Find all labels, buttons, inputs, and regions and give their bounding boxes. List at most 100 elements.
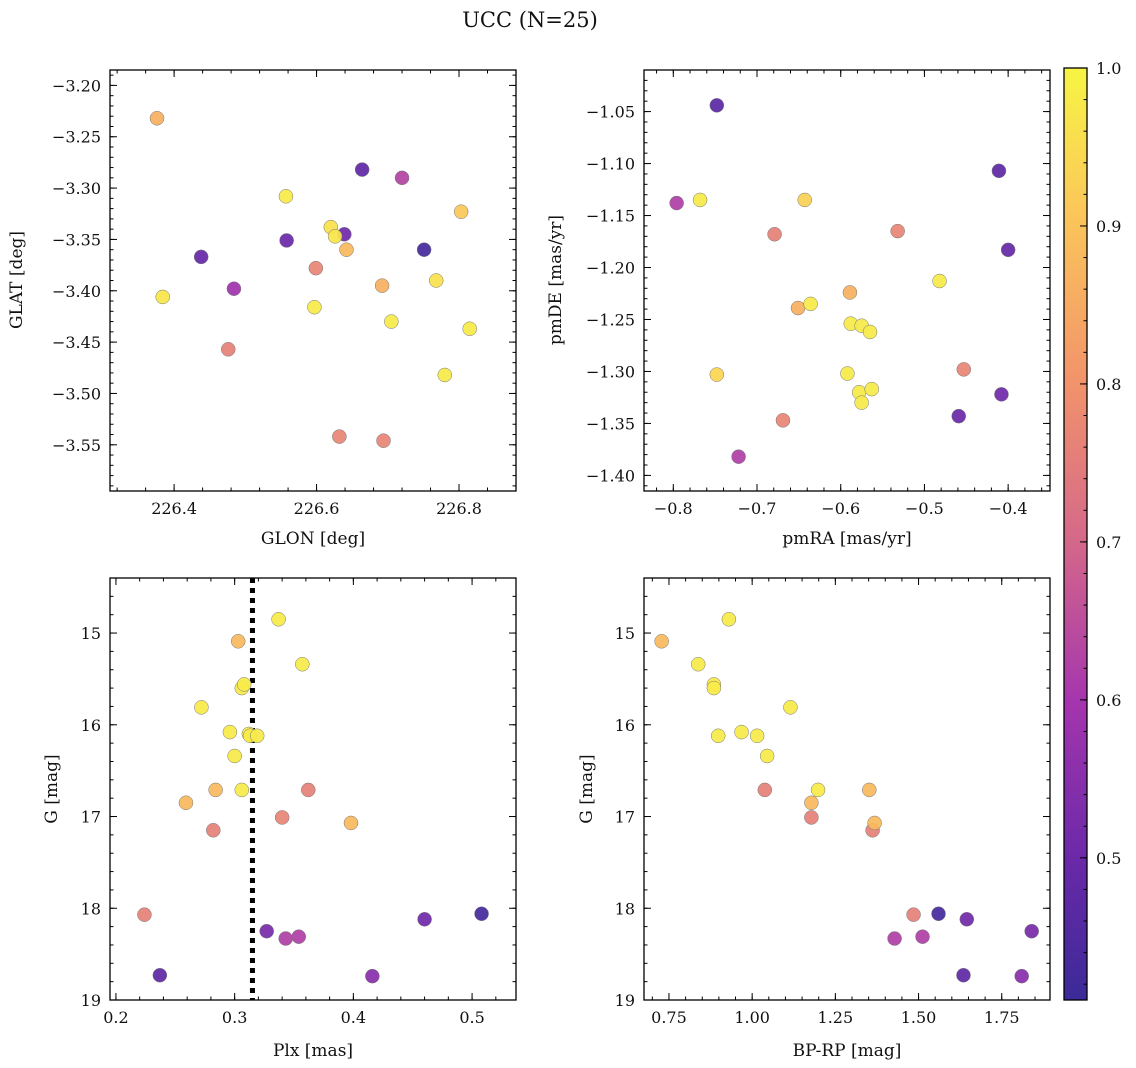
scatter-point xyxy=(193,249,209,265)
scatter-point xyxy=(854,395,869,410)
scatter-point xyxy=(222,724,238,740)
scatter-point xyxy=(731,449,746,464)
scatter-point xyxy=(437,367,453,383)
colorbar-ticks: 0.5 0.6 0.7 0.8 0.9 1.0 xyxy=(1080,59,1121,985)
scatter-point xyxy=(453,204,469,219)
scatter-point xyxy=(354,162,370,177)
plot-frame xyxy=(109,69,517,492)
scatter-point xyxy=(332,429,347,444)
scatter-point xyxy=(291,929,307,944)
axis-ticks: −0.8 −0.7 −0.6 −0.5 −0.4 −1.40 −1.35 −1.30 −1.25… xyxy=(586,69,1050,518)
y-tick-label: −1.30 xyxy=(586,362,635,381)
scatter-point xyxy=(208,782,223,798)
panel-plx: 0.2 0.3 0.4 0.5 15 16 17 18 19 Plx [mas] G [mag] xyxy=(42,577,517,1061)
colorbar-tick-label: 1.0 xyxy=(1096,59,1121,78)
y-tick-label: −3.30 xyxy=(52,179,101,198)
x-tick-label: 1.00 xyxy=(734,1008,770,1027)
scatter-point xyxy=(867,815,882,831)
y-tick-label: 16 xyxy=(615,716,635,735)
scatter-points xyxy=(137,612,489,984)
plot-frame xyxy=(643,577,1051,1001)
scatter-point xyxy=(915,929,930,944)
scatter-point xyxy=(932,273,947,289)
x-axis-label: BP-RP [mag] xyxy=(793,1041,902,1061)
scatter-point xyxy=(692,192,708,208)
y-tick-label: −1.25 xyxy=(586,310,635,329)
scatter-point xyxy=(149,111,165,126)
scatter-point xyxy=(734,724,749,740)
colorbar-tick-label: 0.8 xyxy=(1096,375,1121,394)
scatter-point xyxy=(220,342,236,357)
x-tick-label: 0.3 xyxy=(222,1008,247,1027)
y-tick-label: −3.55 xyxy=(52,436,101,455)
y-tick-label: 19 xyxy=(615,991,635,1010)
scatter-point xyxy=(152,967,168,983)
y-tick-label: 18 xyxy=(81,899,101,918)
scatter-point xyxy=(1000,242,1016,258)
colorbar-tick-label: 0.7 xyxy=(1096,533,1121,552)
scatter-point xyxy=(864,381,879,397)
scatter-point xyxy=(327,229,343,244)
y-tick-label: 17 xyxy=(81,808,101,827)
scatter-point xyxy=(887,931,902,946)
axis-ticks: 226.4 226.6 226.8 −3.55 −3.50 −3.45 −3.40 −3.35… xyxy=(52,70,517,518)
scatter-point xyxy=(278,189,294,204)
scatter-point xyxy=(890,223,905,239)
y-tick-label: −1.05 xyxy=(586,103,635,122)
y-axis-label: G [mag] xyxy=(577,754,597,823)
scatter-point xyxy=(906,907,921,922)
scatter-point xyxy=(417,912,432,927)
x-axis-label: Plx [mas] xyxy=(273,1041,353,1061)
colorbar-gradient xyxy=(1064,68,1087,1000)
scatter-point xyxy=(709,367,725,382)
scatter-point xyxy=(274,810,290,825)
scatter-point xyxy=(797,192,812,208)
scatter-point xyxy=(706,680,722,696)
scatter-point xyxy=(365,968,380,984)
axis-ticks: 0.2 0.3 0.4 0.5 15 16 17 18 19 xyxy=(81,577,516,1027)
scatter-point xyxy=(394,170,410,186)
x-tick-label: 226.6 xyxy=(294,499,340,518)
scatter-point xyxy=(230,634,246,649)
x-tick-label: −0.4 xyxy=(989,499,1028,518)
scatter-point xyxy=(155,289,170,305)
figure-title: UCC (N=25) xyxy=(462,8,598,32)
panel-cmd: 0.75 1.00 1.25 1.50 1.75 15 16 17 18 19 BP-RP [ma… xyxy=(577,577,1051,1061)
scatter-point xyxy=(194,700,209,715)
scatter-point xyxy=(804,810,819,825)
scatter-point xyxy=(759,748,775,764)
x-tick-label: −0.7 xyxy=(738,499,777,518)
scatter-point xyxy=(462,321,477,337)
colorbar-tick-label: 0.5 xyxy=(1096,849,1121,868)
scatter-point xyxy=(804,795,819,811)
scatter-point xyxy=(384,314,399,329)
x-tick-label: 1.25 xyxy=(818,1008,854,1027)
scatter-point xyxy=(956,362,972,377)
scatter-points xyxy=(654,612,1039,984)
y-tick-label: −3.40 xyxy=(52,282,101,301)
scatter-point xyxy=(767,226,782,242)
scatter-point xyxy=(279,233,294,248)
x-tick-label: 1.75 xyxy=(984,1008,1020,1027)
scatter-points xyxy=(669,98,1016,464)
y-tick-label: 19 xyxy=(81,991,101,1010)
y-axis-label: pmDE [mas/yr] xyxy=(546,215,566,345)
scatter-point xyxy=(669,195,684,211)
scatter-point xyxy=(474,906,489,922)
y-tick-label: 17 xyxy=(615,808,635,827)
y-tick-label: −1.40 xyxy=(586,466,635,485)
scatter-point xyxy=(236,677,252,692)
scatter-point xyxy=(959,912,975,927)
scatter-point xyxy=(178,795,194,811)
colorbar-tick-label: 0.9 xyxy=(1096,217,1121,236)
colorbar-frame xyxy=(1063,67,1088,1001)
x-tick-label: 226.4 xyxy=(151,499,197,518)
colorbar-tick-label: 0.6 xyxy=(1096,691,1121,710)
scatter-point xyxy=(416,242,432,257)
scatter-point xyxy=(339,242,354,257)
panel-pos: 226.4 226.6 226.8 −3.55 −3.50 −3.45 −3.40 −3.35… xyxy=(7,69,517,549)
scatter-point xyxy=(749,728,765,744)
y-tick-label: 15 xyxy=(81,624,101,643)
scatter-point xyxy=(956,967,971,983)
